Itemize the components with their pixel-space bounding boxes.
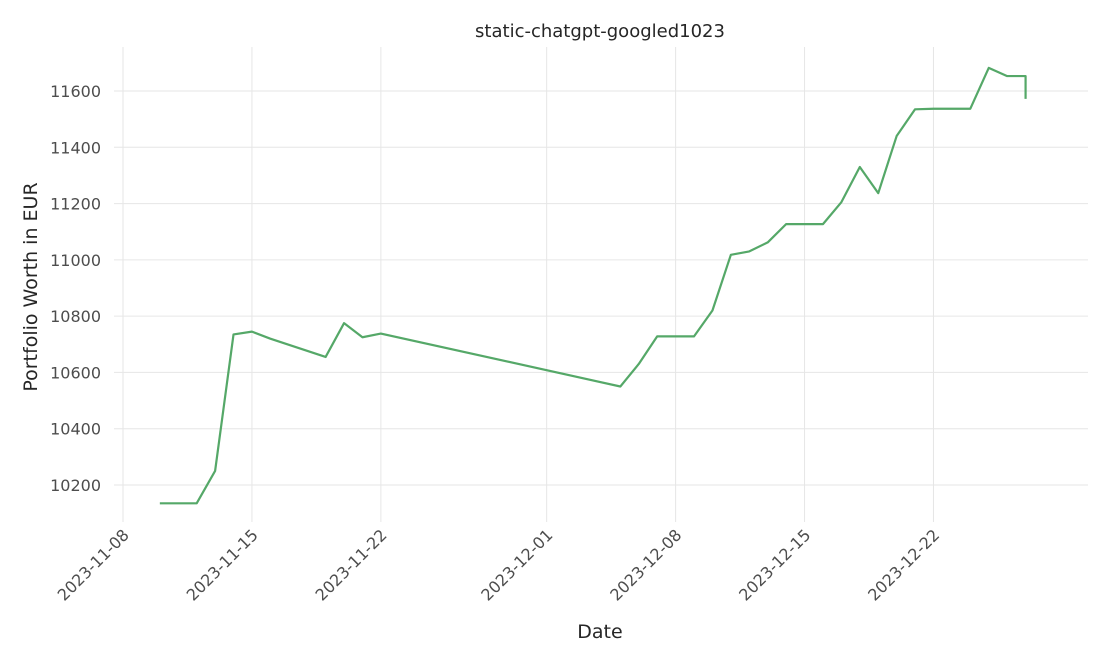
y-tick-label: 10800 bbox=[50, 307, 101, 326]
y-tick-label: 10200 bbox=[50, 476, 101, 495]
y-tick-label: 11000 bbox=[50, 251, 101, 270]
y-tick-label: 11200 bbox=[50, 195, 101, 214]
x-tick-label: 2023-11-22 bbox=[312, 525, 391, 604]
x-tick-label: 2023-11-15 bbox=[183, 525, 262, 604]
y-tick-label: 11400 bbox=[50, 138, 101, 157]
y-tick-label: 10600 bbox=[50, 363, 101, 382]
x-tick-label: 2023-12-22 bbox=[864, 525, 943, 604]
line-layer bbox=[159, 66, 1027, 505]
grid-layer bbox=[114, 47, 1088, 522]
y-tick-label: 10400 bbox=[50, 420, 101, 439]
series-line-0 bbox=[159, 66, 1027, 505]
x-tick-label: 2023-11-08 bbox=[54, 525, 133, 604]
x-axis-label: Date bbox=[577, 621, 622, 643]
y-axis-label: Portfolio Worth in EUR bbox=[20, 182, 42, 391]
chart-title: static-chatgpt-googled1023 bbox=[475, 21, 725, 42]
x-tick-label: 2023-12-08 bbox=[606, 525, 685, 604]
x-tick-label: 2023-12-15 bbox=[735, 525, 814, 604]
x-axis-ticks: 2023-11-08 2023-11-15 2023-11-22 2023-12-01… bbox=[54, 525, 944, 604]
x-tick-label: 2023-12-01 bbox=[477, 525, 556, 604]
y-axis-ticks: 10200 10400 10600 10800 11000 11200 11400 11600 bbox=[50, 82, 101, 495]
y-tick-label: 11600 bbox=[50, 82, 101, 101]
